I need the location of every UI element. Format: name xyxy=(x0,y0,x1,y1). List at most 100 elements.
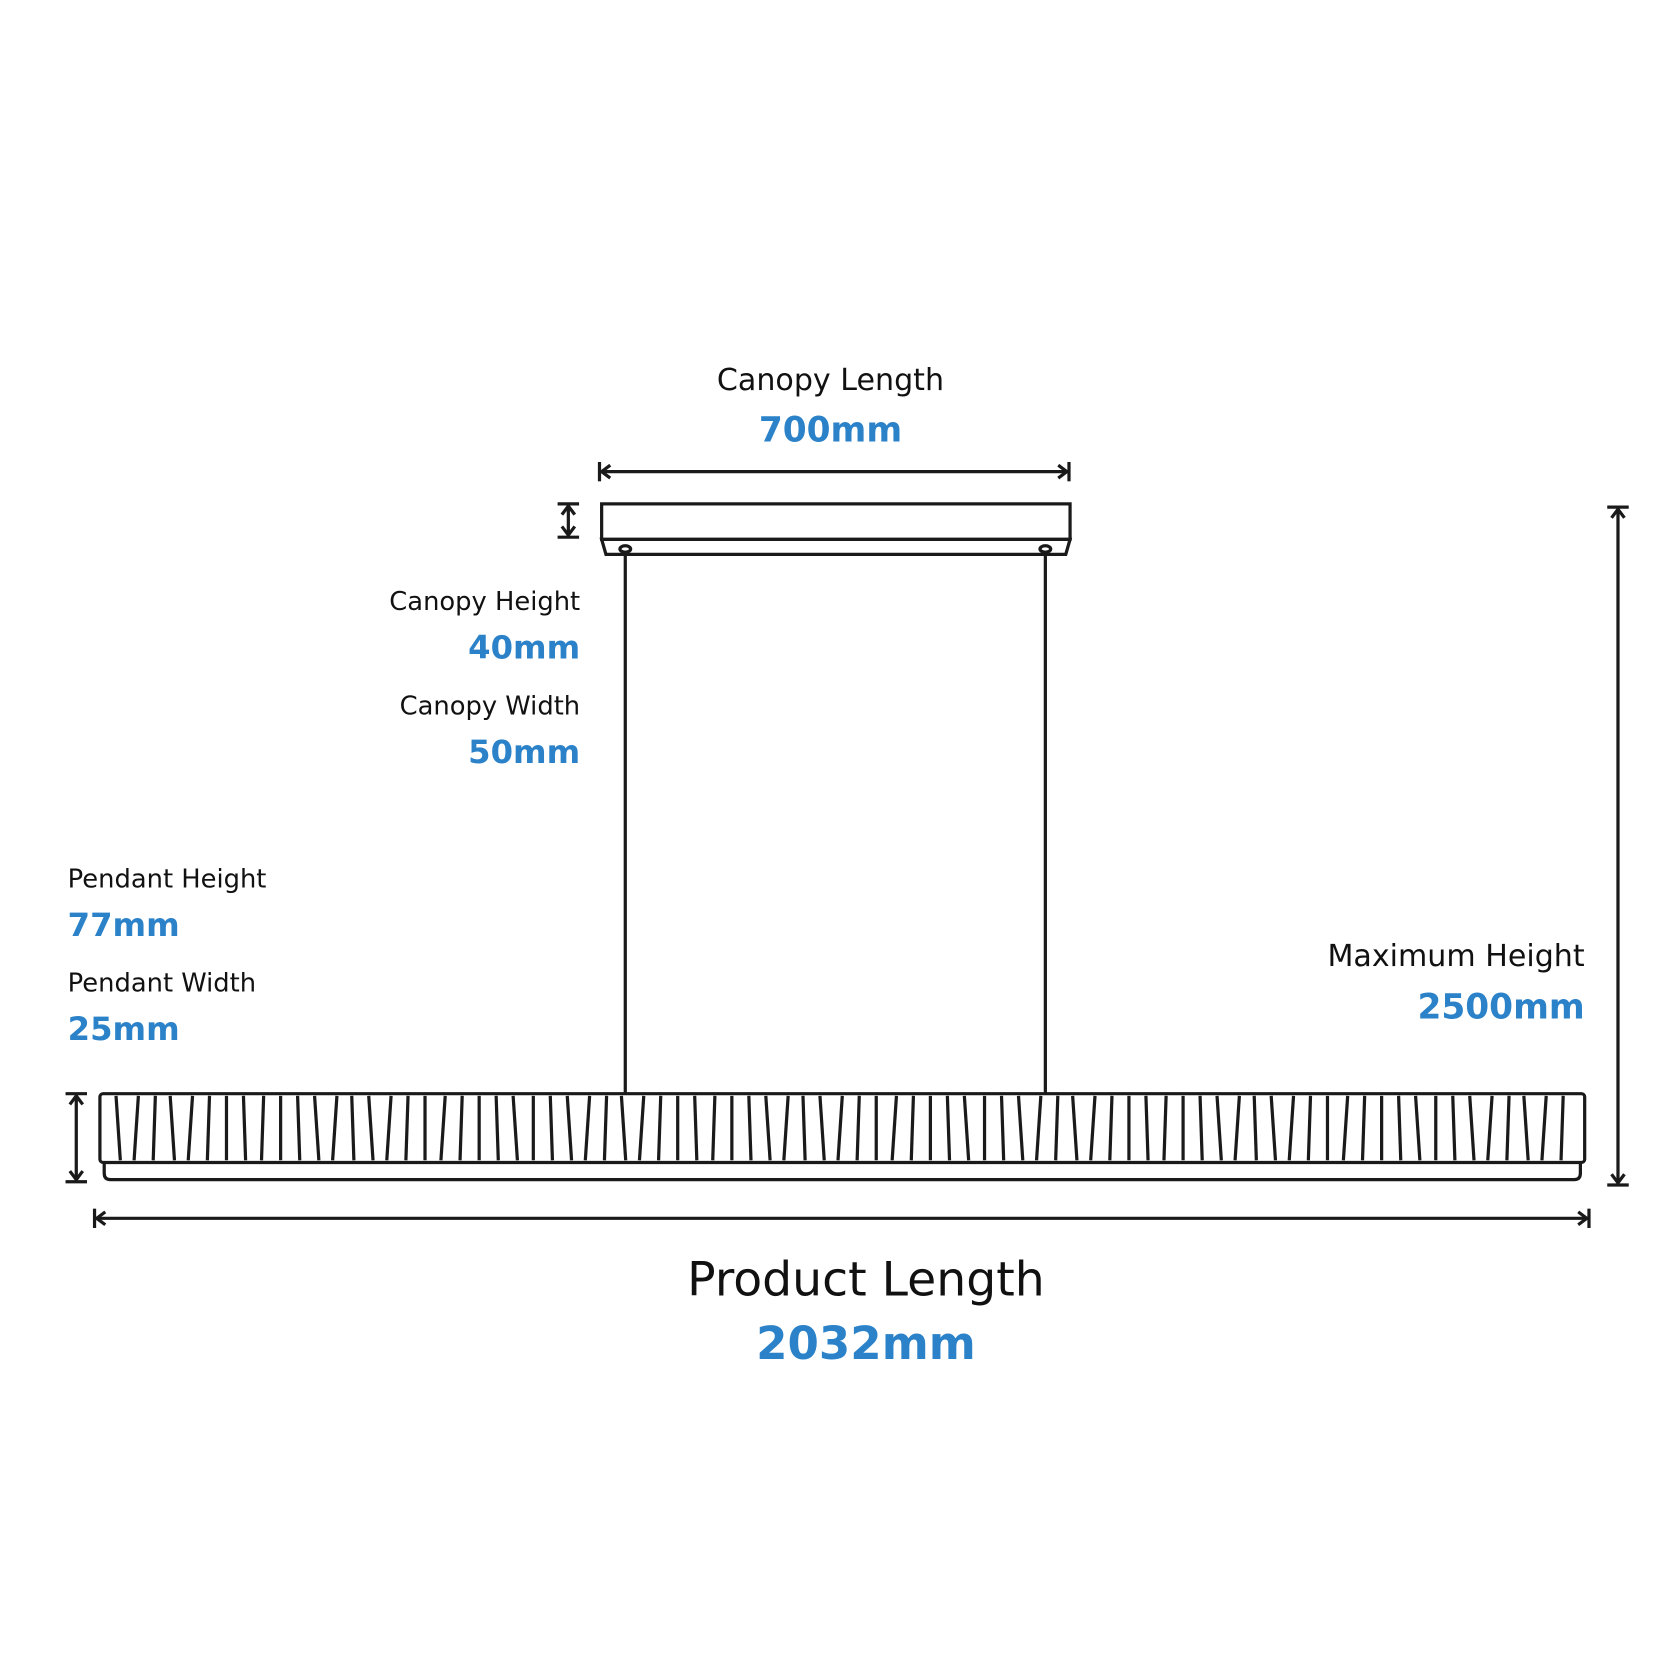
pendant xyxy=(98,1092,1587,1182)
slat xyxy=(1198,1095,1204,1161)
canopy-body xyxy=(600,502,1072,541)
slat xyxy=(331,1095,339,1161)
canopy xyxy=(599,502,1073,1094)
slat xyxy=(1287,1095,1296,1161)
slat xyxy=(511,1095,520,1161)
slat xyxy=(1252,1095,1258,1161)
slat xyxy=(619,1095,628,1161)
slat xyxy=(583,1095,592,1161)
value: 2500mm xyxy=(1417,987,1584,1027)
dimension-lines xyxy=(65,461,1629,1228)
value: 40mm xyxy=(468,629,580,667)
slat xyxy=(151,1095,157,1161)
slat xyxy=(1233,1095,1241,1161)
slat xyxy=(1144,1095,1150,1161)
value: 77mm xyxy=(68,906,180,944)
slat xyxy=(1451,1095,1457,1161)
slat xyxy=(114,1095,122,1161)
arrow-head xyxy=(1577,1210,1590,1227)
slat xyxy=(945,1095,952,1161)
arrow-head xyxy=(1610,506,1626,519)
slat xyxy=(1108,1095,1114,1161)
label: Pendant Width xyxy=(68,969,256,999)
slat xyxy=(1306,1095,1313,1161)
slat xyxy=(439,1095,447,1161)
cable-grip xyxy=(618,544,633,554)
pendant-body xyxy=(98,1092,1587,1165)
label: Canopy Length xyxy=(717,363,944,398)
slat xyxy=(1269,1095,1278,1161)
slat xyxy=(818,1095,826,1161)
slat xyxy=(602,1095,609,1161)
label: Canopy Height xyxy=(389,587,580,617)
slat xyxy=(764,1095,772,1161)
slat xyxy=(259,1095,266,1161)
slat xyxy=(350,1095,356,1161)
arrow-head xyxy=(560,525,577,538)
slat xyxy=(186,1095,195,1161)
slat xyxy=(890,1095,899,1161)
slat xyxy=(1215,1095,1223,1161)
slat xyxy=(385,1095,393,1161)
slat xyxy=(404,1095,410,1161)
arrow-head xyxy=(560,503,577,516)
arrow-head xyxy=(68,1093,85,1106)
pendant-base xyxy=(102,1162,1582,1182)
slat xyxy=(132,1095,140,1161)
slat xyxy=(1486,1095,1494,1161)
slat xyxy=(1468,1095,1476,1161)
label: Product Length xyxy=(687,1253,1045,1308)
slat xyxy=(548,1095,555,1161)
arrow-head xyxy=(1057,463,1070,480)
slat xyxy=(1341,1095,1350,1161)
slat xyxy=(656,1095,663,1161)
slat xyxy=(1089,1095,1097,1161)
slat xyxy=(747,1095,753,1161)
label: Maximum Height xyxy=(1327,939,1584,974)
slat xyxy=(295,1095,302,1161)
slat xyxy=(1413,1095,1422,1161)
label: Canopy Width xyxy=(400,691,581,721)
slat xyxy=(1360,1095,1367,1161)
slat xyxy=(999,1095,1006,1161)
label: Pendant Height xyxy=(68,864,267,894)
arrow-head xyxy=(94,1210,107,1227)
slat xyxy=(1016,1095,1025,1161)
slat xyxy=(855,1095,861,1161)
slat xyxy=(1540,1095,1548,1161)
slat xyxy=(458,1095,464,1161)
arrow-head xyxy=(598,463,612,480)
cable-grip xyxy=(1038,544,1053,554)
value: 50mm xyxy=(468,733,580,771)
slat xyxy=(711,1095,717,1161)
slat xyxy=(1522,1095,1530,1161)
value: 700mm xyxy=(759,411,902,451)
slat xyxy=(205,1095,212,1161)
value: 2032mm xyxy=(756,1317,976,1370)
slat xyxy=(565,1095,574,1161)
slat xyxy=(782,1095,790,1161)
slat xyxy=(909,1095,916,1161)
value: 25mm xyxy=(68,1010,180,1048)
slat xyxy=(637,1095,646,1161)
slat xyxy=(1054,1095,1060,1161)
slat xyxy=(168,1095,177,1161)
arrow-head xyxy=(68,1170,85,1183)
slat xyxy=(836,1095,844,1161)
slat xyxy=(1505,1095,1511,1161)
slat xyxy=(962,1095,971,1161)
slat xyxy=(1071,1095,1079,1161)
slat xyxy=(693,1095,699,1161)
canopy-plate xyxy=(599,537,1073,556)
slat xyxy=(494,1095,500,1161)
slat xyxy=(241,1095,248,1161)
slat xyxy=(1034,1095,1043,1161)
slat xyxy=(312,1095,321,1161)
slat xyxy=(801,1095,807,1161)
slat xyxy=(1396,1095,1403,1161)
arrow-head xyxy=(1610,1173,1626,1186)
slat xyxy=(1162,1095,1168,1161)
slat xyxy=(1559,1095,1565,1161)
